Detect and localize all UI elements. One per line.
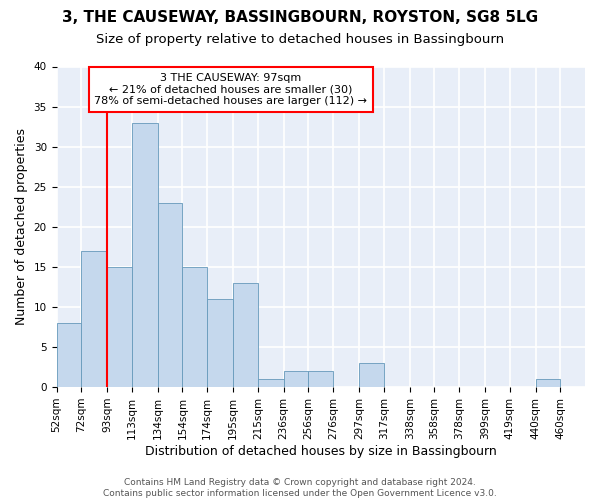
Bar — [207, 299, 233, 387]
Text: Size of property relative to detached houses in Bassingbourn: Size of property relative to detached ho… — [96, 32, 504, 46]
Text: Contains HM Land Registry data © Crown copyright and database right 2024.
Contai: Contains HM Land Registry data © Crown c… — [103, 478, 497, 498]
Bar — [536, 379, 560, 387]
Y-axis label: Number of detached properties: Number of detached properties — [15, 128, 28, 326]
Bar — [56, 323, 81, 387]
Bar — [233, 283, 258, 387]
Bar — [182, 267, 207, 387]
Bar — [258, 379, 284, 387]
Text: 3 THE CAUSEWAY: 97sqm
← 21% of detached houses are smaller (30)
78% of semi-deta: 3 THE CAUSEWAY: 97sqm ← 21% of detached … — [94, 73, 367, 106]
X-axis label: Distribution of detached houses by size in Bassingbourn: Distribution of detached houses by size … — [145, 444, 497, 458]
Bar — [308, 371, 333, 387]
Bar — [284, 371, 308, 387]
Text: 3, THE CAUSEWAY, BASSINGBOURN, ROYSTON, SG8 5LG: 3, THE CAUSEWAY, BASSINGBOURN, ROYSTON, … — [62, 10, 538, 25]
Bar — [132, 122, 158, 387]
Bar — [81, 251, 107, 387]
Bar — [107, 267, 132, 387]
Bar — [359, 363, 384, 387]
Bar — [158, 203, 182, 387]
